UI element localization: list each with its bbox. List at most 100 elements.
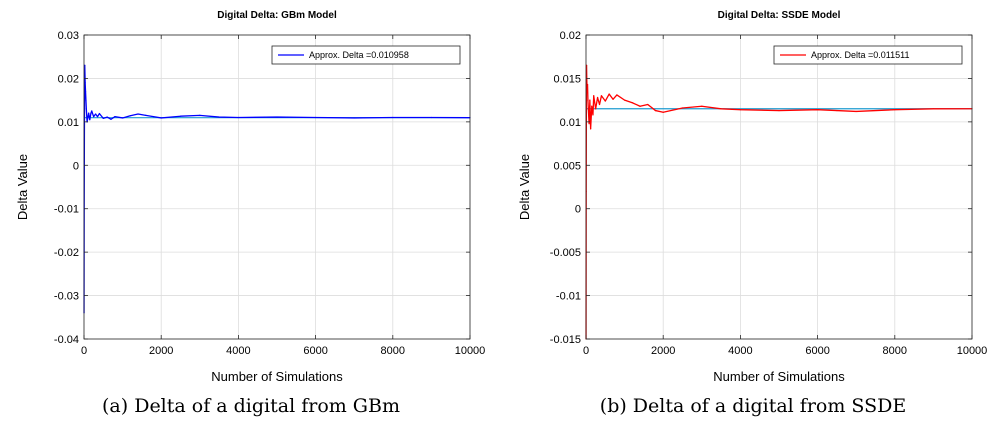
data-point xyxy=(720,108,722,110)
x-tick-label: 8000 xyxy=(883,345,907,357)
data-point xyxy=(114,116,116,118)
data-point xyxy=(199,114,201,116)
data-point xyxy=(778,109,780,112)
y-axis-label: Delta Value xyxy=(517,154,532,220)
y-tick-label: 0.01 xyxy=(58,117,79,129)
chart-ssde: 0 2000 4000 6000 8000 10000 -0.015 -0.01 -0.005 0… xyxy=(517,10,988,384)
data-point xyxy=(353,117,355,119)
data-point xyxy=(593,95,595,97)
data-point xyxy=(596,96,599,99)
caption-a: (a) Delta of a digital from GBm xyxy=(102,395,400,417)
data-point xyxy=(647,103,649,106)
data-point xyxy=(624,99,626,101)
data-point xyxy=(586,83,589,86)
x-tick-label: 4000 xyxy=(728,345,752,357)
data-point xyxy=(600,95,603,97)
y-tick-label: 0 xyxy=(73,160,79,172)
y-tick-label: 0.015 xyxy=(553,73,581,85)
data-point xyxy=(836,109,838,112)
data-point xyxy=(152,116,155,118)
data-point xyxy=(276,116,278,118)
data-point xyxy=(612,98,614,100)
data-point xyxy=(739,109,741,111)
data-point xyxy=(237,116,239,119)
x-axis-label: Number of Simulations xyxy=(211,369,343,384)
data-point xyxy=(84,82,86,84)
data-point xyxy=(598,103,601,106)
data-point xyxy=(590,128,592,130)
y-axis-label: Delta Value xyxy=(15,154,30,220)
x-tick-label: 6000 xyxy=(303,345,327,357)
y-tick-label: 0.02 xyxy=(58,73,79,85)
data-point xyxy=(932,108,934,110)
chart-title: Digital Delta: GBm Model xyxy=(217,10,337,21)
data-point xyxy=(654,109,657,112)
data-point xyxy=(392,116,394,119)
y-tick-label: -0.01 xyxy=(54,204,79,216)
data-point xyxy=(90,112,92,114)
y-tick-label: -0.015 xyxy=(550,334,581,346)
data-point xyxy=(604,100,606,102)
data-point xyxy=(98,113,101,115)
data-point xyxy=(145,114,147,116)
data-point xyxy=(218,116,220,118)
y-tick-label: 0.01 xyxy=(560,117,581,129)
figure-panel-a: 0 2000 4000 6000 8000 10000 -0.04 -0.03 -0.02 -0.… xyxy=(15,10,485,417)
data-point xyxy=(89,119,91,121)
data-point xyxy=(894,109,896,111)
x-tick-label: 2000 xyxy=(651,345,675,357)
data-point xyxy=(662,111,664,113)
y-tick-label: -0.04 xyxy=(54,334,79,346)
data-point xyxy=(430,116,432,119)
x-axis-label: Number of Simulations xyxy=(713,369,845,384)
data-point xyxy=(591,105,593,107)
data-point xyxy=(179,115,182,117)
y-tick-label: 0.02 xyxy=(560,30,581,42)
data-point xyxy=(681,107,684,109)
data-point xyxy=(160,117,162,119)
data-point xyxy=(91,110,93,112)
data-point xyxy=(589,99,591,101)
data-point xyxy=(616,94,618,96)
data-point xyxy=(122,117,124,119)
data-point xyxy=(102,117,104,119)
x-tick-label: 0 xyxy=(81,345,87,357)
plot-area xyxy=(84,35,470,339)
y-tick-label: 0.005 xyxy=(553,160,581,172)
y-tick-label: 0.03 xyxy=(58,30,79,42)
x-tick-label: 6000 xyxy=(805,345,829,357)
data-point xyxy=(639,105,641,107)
legend-box xyxy=(773,45,963,65)
legend-label: Approx. Delta =0.010958 xyxy=(309,50,409,60)
y-tick-label: 0 xyxy=(575,204,581,216)
data-point xyxy=(96,116,99,118)
y-tick-label: -0.01 xyxy=(556,291,581,303)
data-point xyxy=(817,109,819,111)
data-point xyxy=(587,108,589,110)
legend-box xyxy=(271,45,461,65)
x-tick-label: 0 xyxy=(583,345,589,357)
data-point xyxy=(106,116,108,118)
data-point xyxy=(315,116,317,119)
data-point xyxy=(88,112,90,114)
axes-box xyxy=(83,34,471,340)
data-point xyxy=(701,105,703,107)
x-tick-label: 4000 xyxy=(226,345,250,357)
data-point xyxy=(608,93,610,95)
data-point xyxy=(87,116,89,119)
chart-title: Digital Delta: SSDE Model xyxy=(718,10,841,21)
data-point xyxy=(588,122,590,125)
series-line xyxy=(585,64,973,340)
y-tick-label: -0.02 xyxy=(54,247,79,259)
data-point xyxy=(855,110,857,113)
axes-box xyxy=(585,34,973,340)
x-tick-label: 10000 xyxy=(957,345,988,357)
x-tick-label: 2000 xyxy=(149,345,173,357)
data-point xyxy=(84,64,86,66)
caption-b: (b) Delta of a digital from SSDE xyxy=(599,395,907,417)
data-point xyxy=(85,99,87,101)
data-point xyxy=(631,102,633,104)
legend-label: Approx. Delta =0.011511 xyxy=(811,50,910,60)
data-point xyxy=(592,114,594,116)
data-point xyxy=(586,90,588,93)
